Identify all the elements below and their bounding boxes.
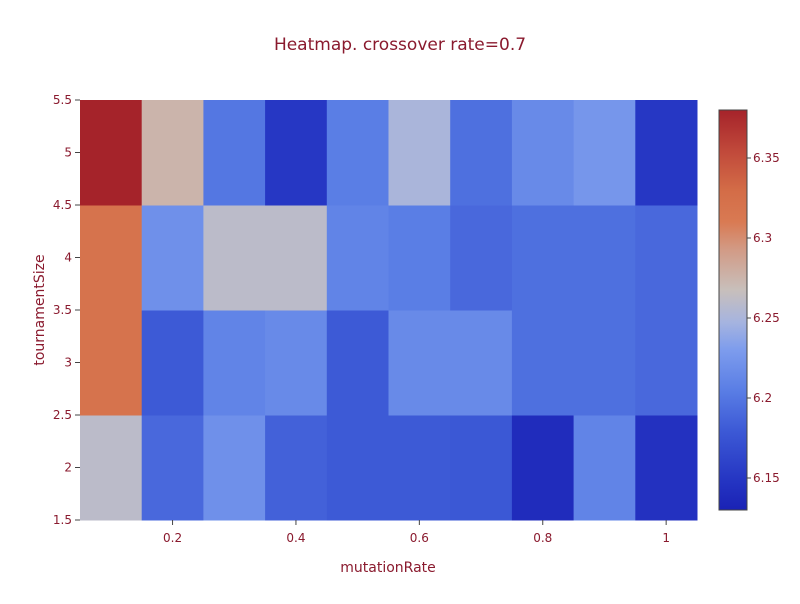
heatmap-cell xyxy=(203,100,266,206)
heatmap-cell xyxy=(511,310,575,416)
y-axis-title: tournamentSize xyxy=(32,254,48,365)
colorbar-tick-label: 6.15 xyxy=(753,471,780,485)
heatmap-cell xyxy=(141,100,204,206)
heatmap-cell xyxy=(388,310,451,416)
y-tick-label: 4.5 xyxy=(53,198,72,212)
y-tick-label: 2.5 xyxy=(53,408,72,422)
heatmap-cell xyxy=(203,205,266,311)
heatmap-cell xyxy=(203,310,266,416)
heatmap-cell xyxy=(326,415,389,521)
heatmap-cell xyxy=(141,310,204,416)
heatmap-cell xyxy=(450,415,513,521)
y-tick-label: 3.5 xyxy=(53,303,72,317)
heatmap-cell xyxy=(635,310,698,416)
heatmap-cell xyxy=(635,100,698,206)
y-tick-label: 5 xyxy=(64,146,72,160)
heatmap-cell xyxy=(450,100,513,206)
x-tick-label: 0.4 xyxy=(286,531,305,545)
heatmap-cell xyxy=(511,100,575,206)
heatmap-cell xyxy=(635,415,698,521)
heatmap-cell xyxy=(573,415,636,521)
heatmap-cell xyxy=(80,100,143,206)
x-tick-label: 0.2 xyxy=(163,531,182,545)
y-tick-label: 1.5 xyxy=(53,513,72,527)
heatmap-cell xyxy=(203,415,266,521)
x-axis-title: mutationRate xyxy=(340,560,436,576)
heatmap-cell xyxy=(450,205,513,311)
heatmap-cell xyxy=(511,415,575,521)
y-axis-ticks: 1.5 2 2.5 3 3.5 4 4.5 5 5.5 xyxy=(53,93,80,527)
heatmap-cell xyxy=(388,415,451,521)
x-tick-label: 0.6 xyxy=(410,531,429,545)
heatmap-cell xyxy=(80,310,143,416)
heatmap-cell xyxy=(326,205,389,311)
heatmap-cells xyxy=(80,100,698,521)
x-axis-ticks: 0.2 0.4 0.6 0.8 1 xyxy=(163,520,670,545)
heatmap-cell xyxy=(141,415,204,521)
heatmap-cell xyxy=(573,310,636,416)
heatmap-cell xyxy=(511,205,575,311)
y-tick-label: 5.5 xyxy=(53,93,72,107)
heatmap-cell xyxy=(573,205,636,311)
x-tick-label: 1 xyxy=(662,531,670,545)
heatmap-cell xyxy=(326,310,389,416)
chart-title: Heatmap. crossover rate=0.7 xyxy=(274,35,526,55)
y-tick-label: 4 xyxy=(64,251,72,265)
y-tick-label: 3 xyxy=(64,356,72,370)
colorbar-gradient xyxy=(718,109,748,511)
colorbar xyxy=(718,109,748,511)
heatmap-cell xyxy=(80,415,143,521)
heatmap-cell xyxy=(450,310,513,416)
heatmap-cell xyxy=(265,310,328,416)
colorbar-ticks: 6.15 6.2 6.25 6.3 6.35 xyxy=(747,151,780,485)
heatmap-cell xyxy=(573,100,636,206)
heatmap-cell xyxy=(326,100,389,206)
heatmap-cell xyxy=(80,205,143,311)
heatmap-cell xyxy=(141,205,204,311)
colorbar-tick-label: 6.3 xyxy=(753,231,772,245)
heatmap-cell xyxy=(265,205,328,311)
colorbar-tick-label: 6.25 xyxy=(753,311,780,325)
colorbar-tick-label: 6.35 xyxy=(753,151,780,165)
heatmap-cell xyxy=(635,205,698,311)
x-tick-label: 0.8 xyxy=(533,531,552,545)
heatmap-cell xyxy=(388,205,451,311)
colorbar-tick-label: 6.2 xyxy=(753,391,772,405)
y-tick-label: 2 xyxy=(64,461,72,475)
heatmap-cell xyxy=(265,100,328,206)
heatmap-cell xyxy=(388,100,451,206)
heatmap-cell xyxy=(265,415,328,521)
